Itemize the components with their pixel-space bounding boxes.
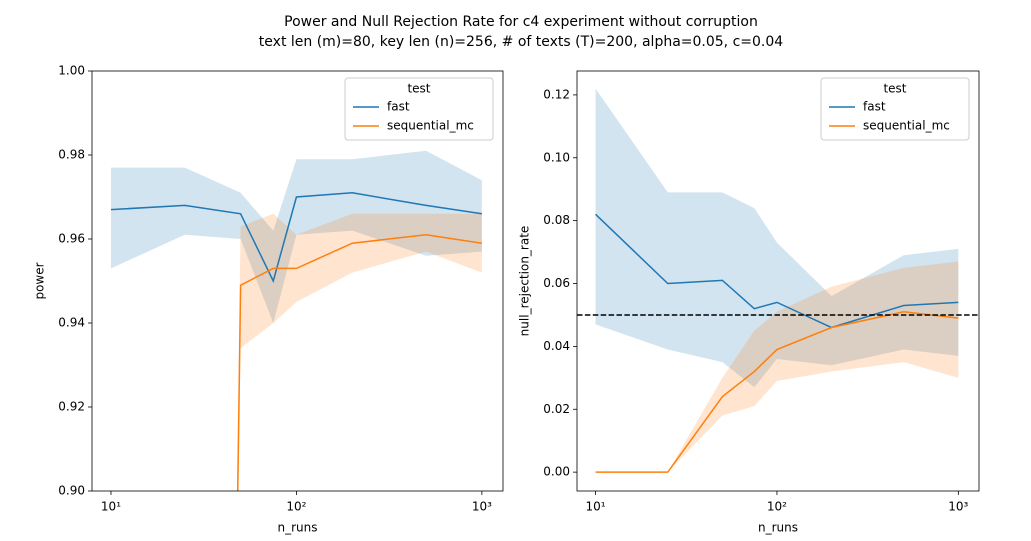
x-axis-label: n_runs <box>758 521 798 535</box>
y-tick-label: 0.00 <box>543 465 570 479</box>
y-tick-label: 0.90 <box>58 484 85 498</box>
chart-subtitle: text len (m)=80, key len (n)=256, # of t… <box>259 34 783 50</box>
y-tick-label: 0.98 <box>58 148 85 162</box>
x-tick-label: 10³ <box>948 500 968 514</box>
legend-label: sequential_mc <box>387 119 474 133</box>
chart-title: Power and Null Rejection Rate for c4 exp… <box>284 14 758 30</box>
legend-title: test <box>407 82 430 96</box>
y-tick-label: 0.06 <box>543 276 570 290</box>
plot-area <box>595 88 959 473</box>
legend-label: fast <box>863 100 886 114</box>
y-tick-label: 0.02 <box>543 402 570 416</box>
legend-label: fast <box>387 100 410 114</box>
confidence-band <box>236 213 482 491</box>
y-tick-label: 0.12 <box>543 87 570 101</box>
confidence-band <box>595 88 959 388</box>
y-tick-label: 0.94 <box>58 316 85 330</box>
series-line <box>236 234 482 491</box>
y-tick-label: 0.08 <box>543 213 570 227</box>
series-line <box>110 192 482 284</box>
series-line <box>595 213 959 329</box>
axes-frame <box>91 70 504 492</box>
y-tick-label: 0.92 <box>58 400 85 414</box>
legend-box <box>820 77 970 141</box>
legend-label: sequential_mc <box>863 119 950 133</box>
y-tick-label: 1.00 <box>58 64 85 78</box>
y-axis-label: null_rejection_rate <box>518 226 532 337</box>
plot-area <box>110 150 482 491</box>
y-tick-label: 0.96 <box>58 232 85 246</box>
x-tick-label: 10¹ <box>586 500 606 514</box>
confidence-band <box>110 150 482 323</box>
x-tick-label: 10³ <box>472 500 492 514</box>
x-tick-label: 10² <box>767 500 787 514</box>
y-tick-label: 0.10 <box>543 150 570 164</box>
y-axis-label: power <box>33 262 47 299</box>
legend-box <box>344 77 494 141</box>
y-tick-label: 0.04 <box>543 339 570 353</box>
confidence-band <box>595 261 959 473</box>
series-line <box>595 311 959 473</box>
x-axis-label: n_runs <box>277 521 317 535</box>
x-tick-label: 10² <box>286 500 306 514</box>
legend-title: test <box>883 82 906 96</box>
x-tick-label: 10¹ <box>101 500 121 514</box>
axes-frame <box>576 70 980 492</box>
